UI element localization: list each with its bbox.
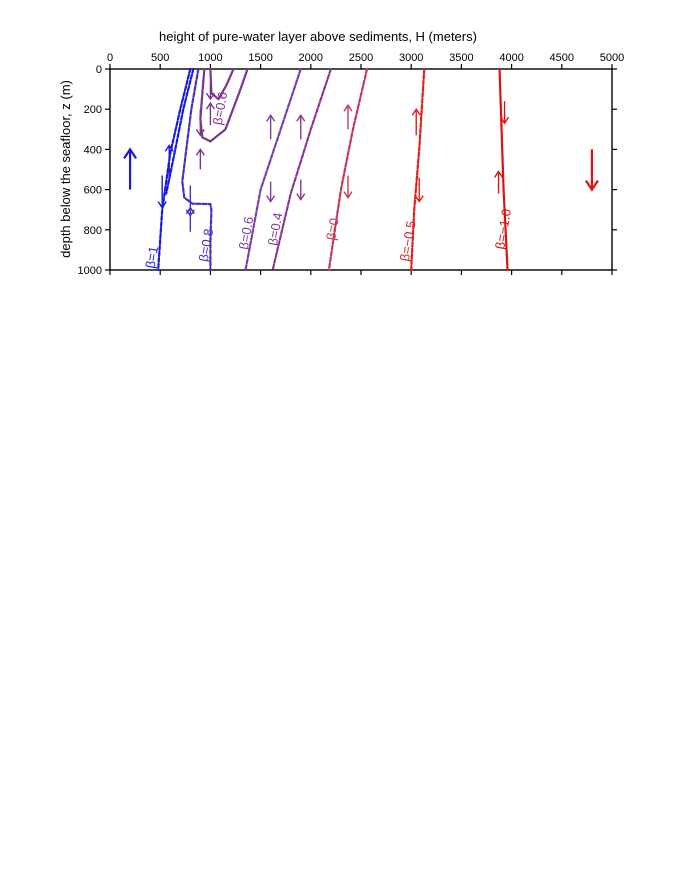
flow-arrow-9	[195, 148, 205, 170]
curve-label-7: β=−1.0	[492, 208, 514, 251]
flow-arrow-head-15	[343, 191, 353, 199]
x-tick-label-8: 4000	[499, 52, 523, 64]
flow-arrow-12	[296, 113, 306, 140]
arrows	[123, 83, 599, 232]
flow-arrow-2	[164, 144, 174, 182]
series-line-9	[498, 67, 509, 272]
x-tick-label-3: 1500	[248, 52, 272, 64]
flow-arrow-head-17	[414, 195, 424, 203]
series-line-1	[165, 67, 195, 195]
curve-label-6: β=−0.5	[397, 220, 419, 263]
curve-label-5: β=0	[323, 217, 342, 242]
series-line-3	[199, 67, 249, 143]
flow-arrow-19	[493, 170, 504, 194]
x-axis-ticks: 0 500 1000 1500 2000 2500 3000 3500 4000 4500 5000	[107, 52, 624, 275]
curves	[157, 67, 509, 272]
flow-arrow-head-9	[195, 148, 205, 156]
y-axis-ticks: 0 200 400 600 800 1000	[78, 64, 617, 277]
curve-label-3: β=0.6	[236, 215, 257, 250]
x-tick-label-1: 500	[151, 52, 169, 64]
flow-arrow-head-3	[157, 201, 167, 209]
y-tick-label-4: 800	[84, 225, 102, 237]
x-tick-label-9: 4500	[550, 52, 574, 64]
flow-arrow-head-6	[205, 92, 215, 101]
curve-label-2: β=0.6	[210, 91, 231, 126]
y-tick-label-3: 600	[84, 185, 102, 197]
series-line-7	[327, 67, 369, 272]
x-axis-title: height of pure-water layer above sedimen…	[159, 29, 477, 44]
flow-arrow-8	[195, 109, 205, 137]
flow-arrow-head-1	[585, 179, 599, 192]
y-tick-label-1: 200	[84, 104, 102, 116]
flow-arrow-head-5	[185, 206, 195, 215]
flow-arrow-head-7	[205, 101, 215, 110]
curve-label-4: β=0.4	[265, 211, 286, 246]
flow-arrow-7	[205, 101, 215, 126]
y-tick-label-0: 0	[96, 64, 102, 76]
flow-arrow-3	[157, 175, 167, 209]
flow-arrow-head-12	[296, 113, 306, 122]
flow-arrow-head-11	[266, 195, 276, 203]
y-tick-label-5: 1000	[78, 265, 102, 277]
x-tick-label-5: 2500	[349, 52, 373, 64]
flow-arrow-13	[296, 179, 306, 201]
curve-labels: β=1 β=0.8 β=0.6 β=0.6 β=0.4 β=0 β=−0.5 β=−1.0	[142, 91, 514, 270]
x-tick-label-2: 1000	[198, 52, 222, 64]
x-tick-label-6: 3000	[399, 52, 423, 64]
flow-arrow-0	[123, 147, 137, 190]
x-tick-label-10: 5000	[600, 52, 624, 64]
series-line-2	[181, 67, 213, 272]
flow-arrow-head-13	[296, 193, 306, 201]
x-tick-label-0: 0	[107, 52, 113, 64]
curve-label-0: β=1	[142, 245, 161, 270]
series-line-5	[244, 67, 302, 272]
curve-label-1: β=0.8	[196, 227, 217, 262]
flow-arrow-1	[585, 149, 599, 192]
series-line-0	[157, 67, 192, 272]
y-tick-label-2: 400	[84, 144, 102, 156]
flow-arrow-11	[266, 181, 276, 203]
flow-arrow-15	[343, 175, 353, 199]
flow-arrow-head-8	[195, 128, 205, 137]
flow-arrow-head-2	[164, 144, 174, 152]
series-line-6	[271, 67, 332, 272]
flow-arrow-16	[411, 107, 421, 136]
flow-arrow-head-16	[411, 107, 421, 116]
x-tick-label-4: 2000	[299, 52, 323, 64]
flow-arrow-10	[266, 113, 276, 140]
flow-arrow-head-10	[266, 113, 276, 122]
flow-arrow-head-19	[493, 170, 504, 178]
flow-arrow-17	[414, 177, 424, 203]
series-line-8	[410, 67, 426, 272]
flow-arrow-6	[205, 83, 215, 101]
flow-arrow-18	[499, 101, 510, 125]
flow-arrow-head-14	[343, 103, 353, 112]
flow-arrow-5	[185, 206, 195, 232]
flow-arrow-14	[343, 103, 353, 130]
y-axis-title: depth below the seafloor, z (m)	[58, 80, 73, 258]
x-tick-label-7: 3500	[449, 52, 473, 64]
flow-arrow-head-0	[123, 147, 137, 160]
flow-arrow-head-18	[499, 116, 510, 125]
